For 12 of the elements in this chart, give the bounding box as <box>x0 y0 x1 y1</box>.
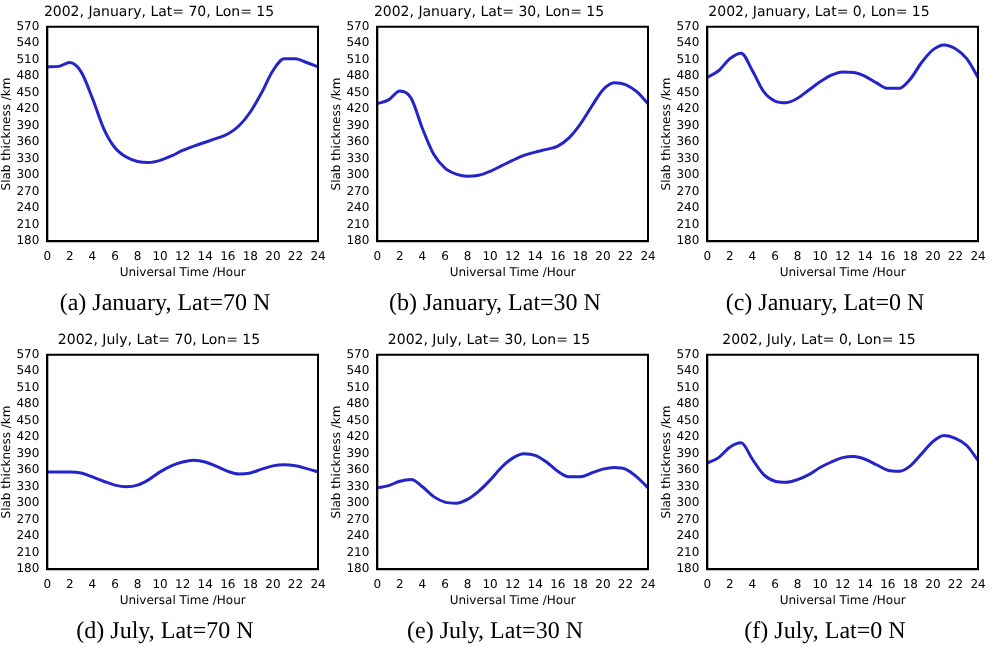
text: (d) July, Lat=70 N <box>76 616 254 646</box>
line-series <box>47 458 318 489</box>
line-series <box>707 43 978 105</box>
text: (e) July, Lat=30 N <box>407 616 583 646</box>
text: (c) January, Lat=0 N <box>725 288 925 318</box>
text: (f) July, Lat=0 N <box>744 616 906 646</box>
text: (b) January, Lat=30 N <box>389 288 601 318</box>
text: (a) January, Lat=70 N <box>59 288 271 318</box>
line-series <box>707 434 978 484</box>
line-series <box>377 452 648 505</box>
line-series <box>377 81 648 178</box>
line-series <box>47 57 318 165</box>
